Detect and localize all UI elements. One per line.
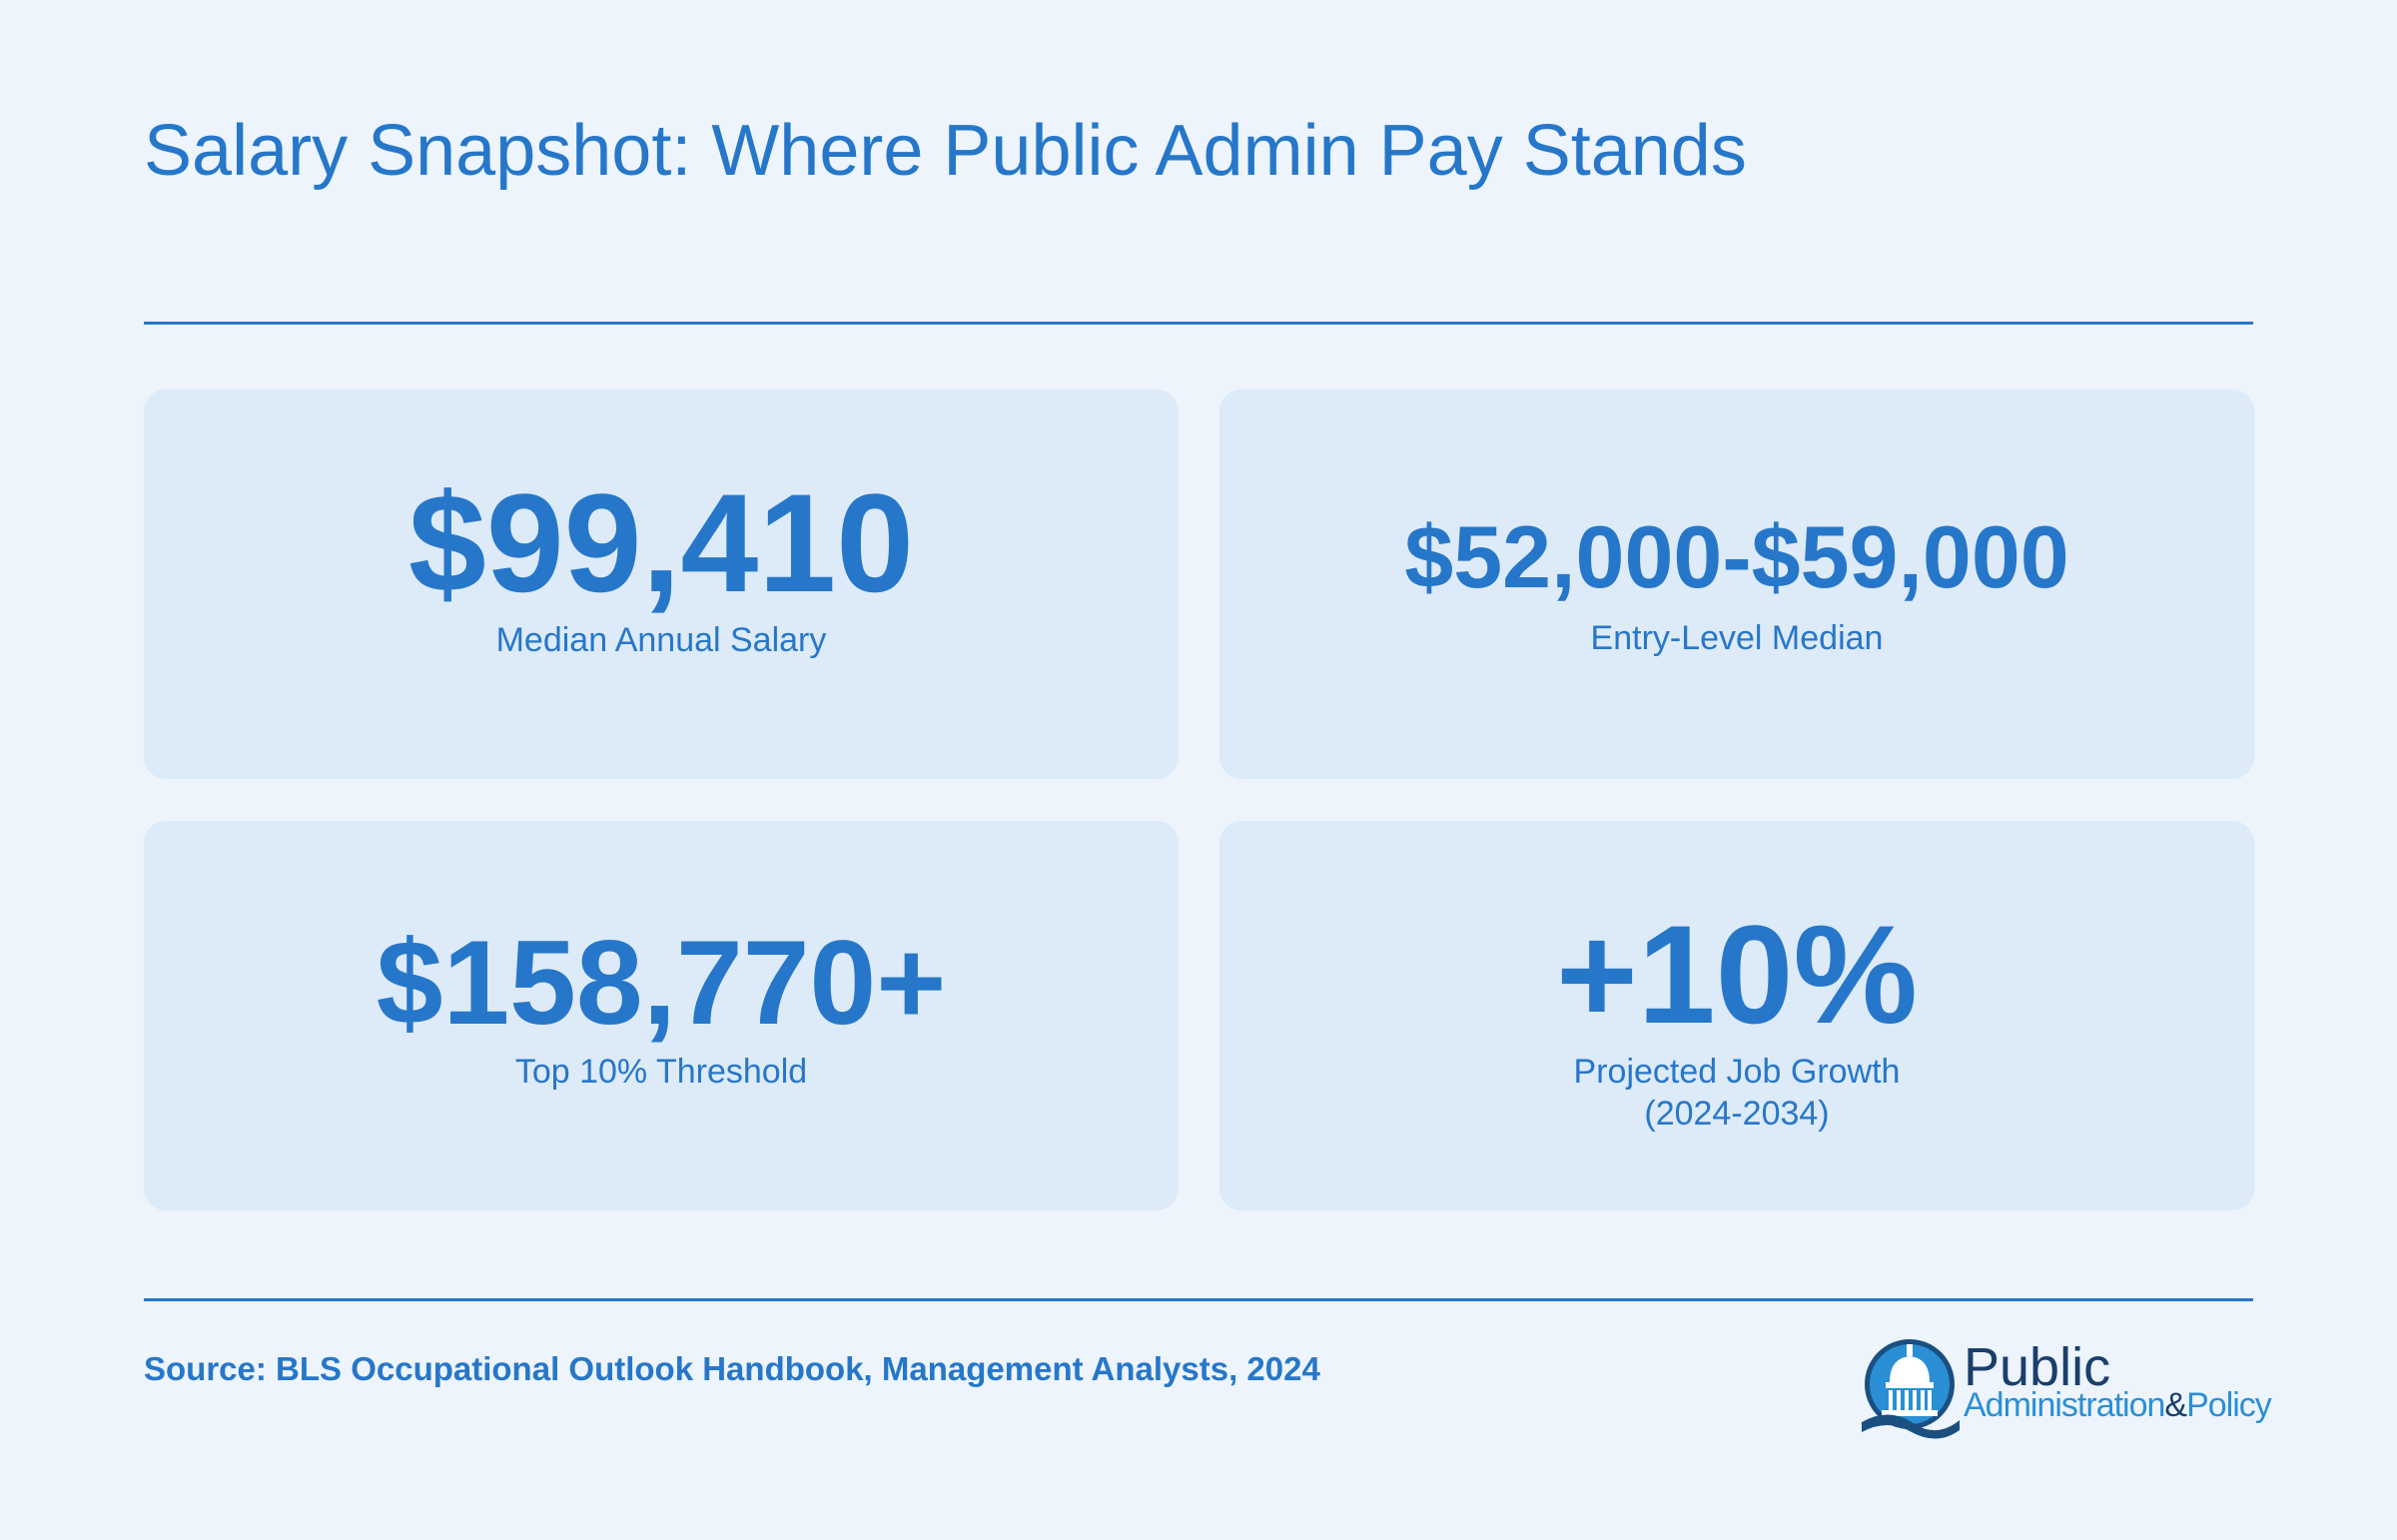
top-divider [144,322,2253,325]
stat-value: $52,000-$59,000 [1404,507,2069,606]
logo-wordmark-secondary: Administration&Policy [1964,1386,2272,1424]
stat-label-line: (2024-2034) [1644,1095,1830,1133]
logo: Public Administration&Policy [1860,1334,2272,1444]
stat-label: Top 10% Threshold [514,1053,808,1091]
stat-label: Entry-Level Median [1590,619,1884,657]
capitol-dome-icon [1862,1339,1960,1439]
stat-label-line: Projected Job Growth [1573,1053,1901,1091]
source-citation: Source: BLS Occupational Outlook Handboo… [144,1350,1320,1387]
logo-wordmark-primary: Public [1964,1337,2111,1397]
stat-card-job-growth: +10% Projected Job Growth (2024-2034) [1219,821,2254,1210]
page-title: Salary Snapshot: Where Public Admin Pay … [144,111,1747,191]
logo-word-policy: Policy [2186,1386,2272,1424]
stat-value: $158,770+ [376,916,947,1050]
stat-value: +10% [1556,896,1918,1053]
stat-label: Projected Job Growth (2024-2034) [1574,1051,1901,1135]
stat-card-top-ten: $158,770+ Top 10% Threshold [144,821,1179,1210]
stat-label: Median Annual Salary [495,621,827,659]
logo-ampersand: & [2164,1386,2187,1424]
logo-word-administration: Administration [1964,1386,2165,1424]
bottom-divider [144,1298,2253,1301]
stat-value: $99,410 [407,464,915,621]
stat-card-entry-level: $52,000-$59,000 Entry-Level Median [1219,389,2254,779]
stat-card-median-salary: $99,410 Median Annual Salary [144,389,1179,779]
